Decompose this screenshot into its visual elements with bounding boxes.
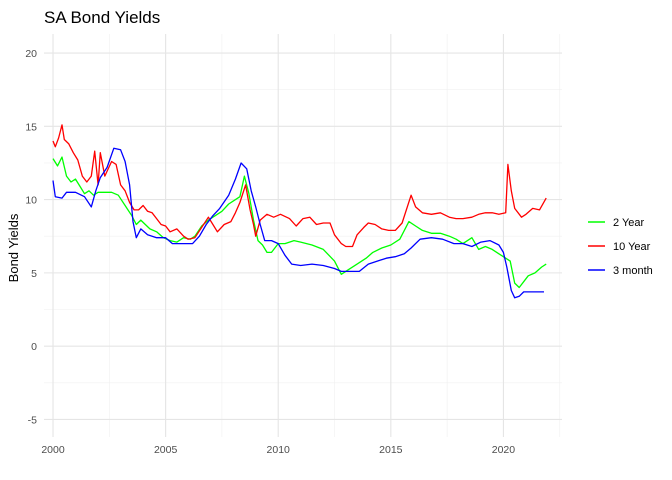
legend-label-10-year: 10 Year: [613, 241, 651, 253]
y-tick-label: -5: [28, 414, 37, 426]
x-axis-ticks: 2000 2005 2010 2015 2020: [41, 444, 515, 456]
x-tick-label: 2015: [379, 444, 403, 456]
series-line-2-year: [52, 156, 547, 289]
y-axis-label: Bond Yields: [6, 213, 21, 282]
x-tick-label: 2020: [492, 444, 516, 456]
x-tick-label: 2005: [154, 444, 178, 456]
chart-title: SA Bond Yields: [44, 8, 160, 27]
legend-label-2-year: 2 Year: [613, 217, 645, 229]
series-line-3-month: [52, 147, 544, 299]
series-line-10-year: [52, 124, 547, 248]
y-tick-label: 0: [31, 341, 37, 353]
series-lines: [52, 124, 547, 299]
x-tick-label: 2010: [267, 444, 291, 456]
legend: 2 Year 10 Year 3 month: [588, 217, 653, 277]
y-axis-ticks: -5 0 5 10 15 20: [25, 48, 37, 426]
y-tick-label: 15: [25, 121, 37, 133]
y-tick-label: 10: [25, 195, 37, 207]
y-tick-label: 5: [31, 268, 37, 280]
minor-gridlines: [44, 34, 562, 437]
legend-label-3-month: 3 month: [613, 265, 653, 277]
y-tick-label: 20: [25, 48, 37, 60]
x-tick-label: 2000: [41, 444, 65, 456]
